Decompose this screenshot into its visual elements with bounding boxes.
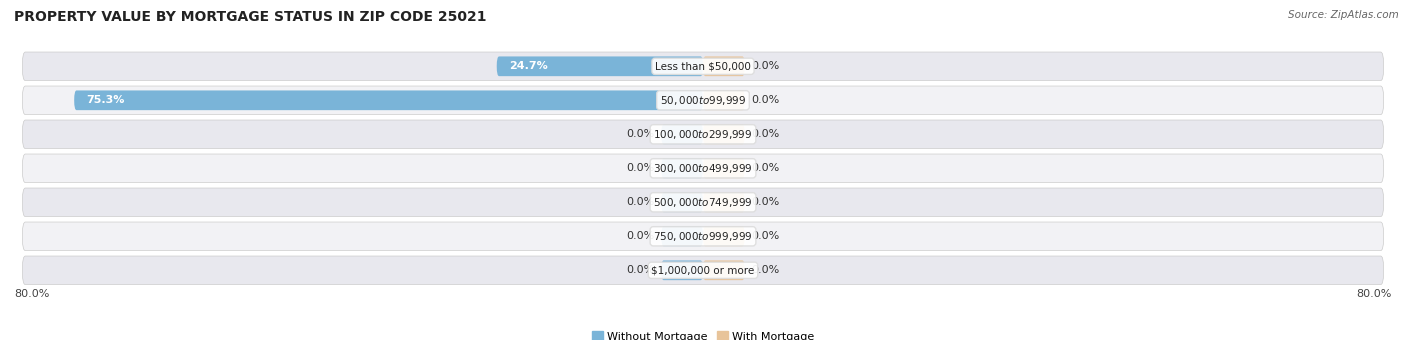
FancyBboxPatch shape (703, 226, 745, 246)
FancyBboxPatch shape (22, 52, 1384, 81)
Text: Less than $50,000: Less than $50,000 (655, 61, 751, 71)
FancyBboxPatch shape (703, 90, 745, 110)
FancyBboxPatch shape (22, 86, 1384, 115)
FancyBboxPatch shape (22, 120, 1384, 149)
FancyBboxPatch shape (22, 256, 1384, 285)
Text: Source: ZipAtlas.com: Source: ZipAtlas.com (1288, 10, 1399, 20)
Text: 24.7%: 24.7% (509, 61, 548, 71)
FancyBboxPatch shape (661, 124, 703, 144)
Text: 0.0%: 0.0% (626, 129, 655, 139)
FancyBboxPatch shape (22, 222, 1384, 251)
Legend: Without Mortgage, With Mortgage: Without Mortgage, With Mortgage (588, 327, 818, 340)
Text: $500,000 to $749,999: $500,000 to $749,999 (654, 196, 752, 209)
FancyBboxPatch shape (703, 124, 745, 144)
Text: $750,000 to $999,999: $750,000 to $999,999 (654, 230, 752, 243)
FancyBboxPatch shape (661, 260, 703, 280)
Text: 0.0%: 0.0% (751, 163, 780, 173)
FancyBboxPatch shape (703, 260, 745, 280)
Text: 80.0%: 80.0% (14, 289, 49, 299)
FancyBboxPatch shape (661, 192, 703, 212)
Text: 75.3%: 75.3% (87, 95, 125, 105)
Text: 0.0%: 0.0% (626, 197, 655, 207)
Text: 0.0%: 0.0% (751, 129, 780, 139)
Text: 0.0%: 0.0% (626, 231, 655, 241)
Text: $100,000 to $299,999: $100,000 to $299,999 (654, 128, 752, 141)
Text: $300,000 to $499,999: $300,000 to $499,999 (654, 162, 752, 175)
Text: 0.0%: 0.0% (626, 265, 655, 275)
Text: 80.0%: 80.0% (1357, 289, 1392, 299)
FancyBboxPatch shape (22, 154, 1384, 183)
FancyBboxPatch shape (703, 56, 745, 76)
FancyBboxPatch shape (22, 188, 1384, 217)
Text: $1,000,000 or more: $1,000,000 or more (651, 265, 755, 275)
Text: $50,000 to $99,999: $50,000 to $99,999 (659, 94, 747, 107)
Text: 0.0%: 0.0% (751, 95, 780, 105)
Text: 0.0%: 0.0% (751, 231, 780, 241)
Text: PROPERTY VALUE BY MORTGAGE STATUS IN ZIP CODE 25021: PROPERTY VALUE BY MORTGAGE STATUS IN ZIP… (14, 10, 486, 24)
Text: 0.0%: 0.0% (751, 197, 780, 207)
Text: 0.0%: 0.0% (751, 61, 780, 71)
Text: 0.0%: 0.0% (751, 265, 780, 275)
FancyBboxPatch shape (703, 158, 745, 178)
FancyBboxPatch shape (75, 90, 703, 110)
FancyBboxPatch shape (661, 226, 703, 246)
FancyBboxPatch shape (661, 158, 703, 178)
FancyBboxPatch shape (703, 192, 745, 212)
Text: 0.0%: 0.0% (626, 163, 655, 173)
FancyBboxPatch shape (496, 56, 703, 76)
